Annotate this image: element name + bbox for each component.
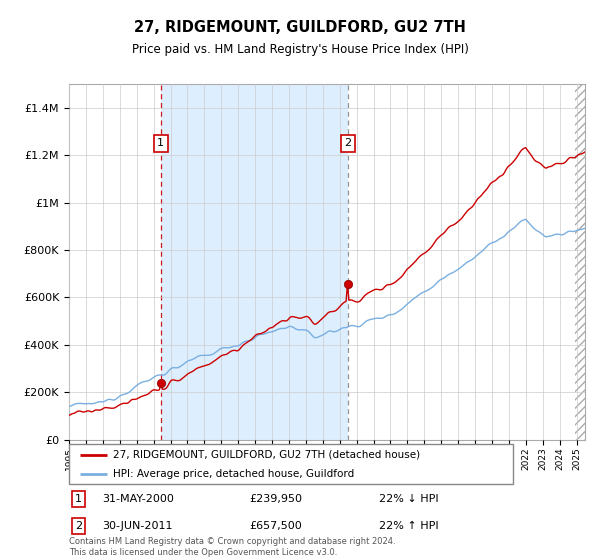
Text: Price paid vs. HM Land Registry's House Price Index (HPI): Price paid vs. HM Land Registry's House … [131, 43, 469, 56]
Text: £239,950: £239,950 [250, 494, 302, 504]
Text: 2: 2 [344, 138, 352, 148]
Text: 1: 1 [75, 494, 82, 504]
Text: 22% ↓ HPI: 22% ↓ HPI [379, 494, 438, 504]
Bar [161, 84, 348, 440]
Text: 30-JUN-2011: 30-JUN-2011 [103, 521, 173, 531]
Text: 2: 2 [75, 521, 82, 531]
Text: 31-MAY-2000: 31-MAY-2000 [103, 494, 175, 504]
Text: 22% ↑ HPI: 22% ↑ HPI [379, 521, 438, 531]
Text: 27, RIDGEMOUNT, GUILDFORD, GU2 7TH (detached house): 27, RIDGEMOUNT, GUILDFORD, GU2 7TH (deta… [113, 450, 421, 460]
Text: 1: 1 [157, 138, 164, 148]
Text: £657,500: £657,500 [250, 521, 302, 531]
Text: 27, RIDGEMOUNT, GUILDFORD, GU2 7TH: 27, RIDGEMOUNT, GUILDFORD, GU2 7TH [134, 20, 466, 35]
FancyBboxPatch shape [69, 444, 513, 484]
Text: HPI: Average price, detached house, Guildford: HPI: Average price, detached house, Guil… [113, 469, 355, 478]
Text: Contains HM Land Registry data © Crown copyright and database right 2024.
This d: Contains HM Land Registry data © Crown c… [69, 537, 395, 557]
